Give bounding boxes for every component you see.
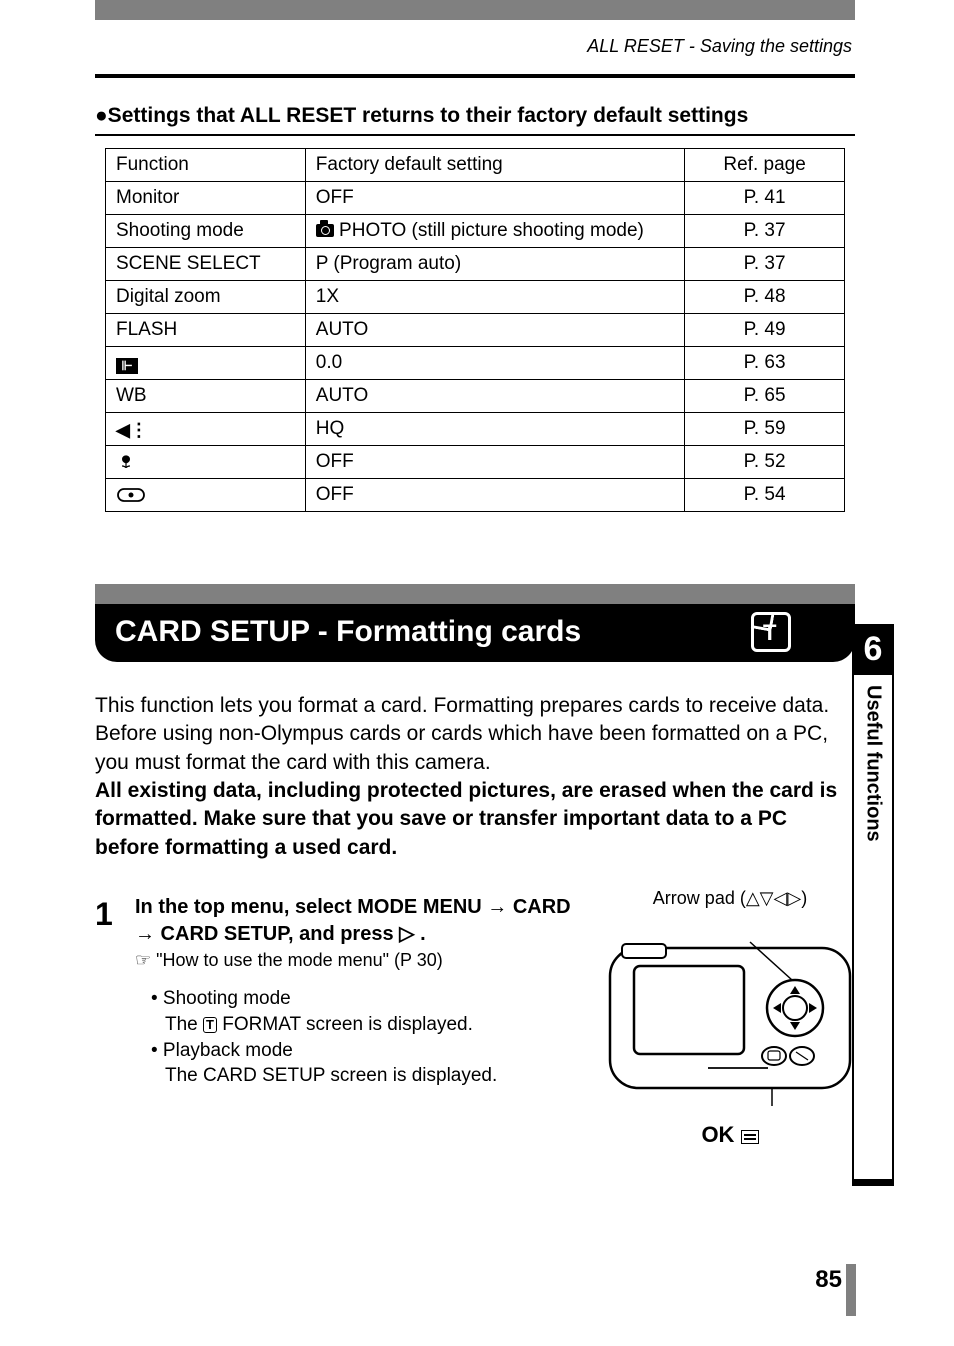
para1: This function lets you format a card. Fo… [95,694,829,774]
section-band: CARD SETUP - Formatting cards [95,584,855,662]
settings-table: Function Factory default setting Ref. pa… [105,148,845,512]
cell-ref: P. 48 [685,281,845,314]
header-rule [95,74,855,78]
body-text: This function lets you format a card. Fo… [95,692,855,862]
settings-title: ●Settings that ALL RESET returns to thei… [95,104,855,128]
table-row: OFFP. 52 [106,446,845,479]
table-header-row: Function Factory default setting Ref. pa… [106,149,845,182]
top-gray-bar [95,0,855,20]
table-row: Shooting mode PHOTO (still picture shoot… [106,215,845,248]
cell-ref: P. 49 [685,314,845,347]
step-ref-text: ☞ "How to use the mode menu" (P 30) [135,950,443,970]
step-reference: ☞ "How to use the mode menu" (P 30) [135,948,575,972]
table-row: WBAUTOP. 65 [106,380,845,413]
table-row: ⊩ 0.0P. 63 [106,347,845,380]
chapter-title: Useful functions [854,675,892,1179]
arrow-pad-label: Arrow pad (△▽◁▷) [590,888,870,909]
cell-ref: P. 37 [685,215,845,248]
th-setting: Factory default setting [305,149,684,182]
running-header: ALL RESET - Saving the settings [587,36,852,57]
th-ref: Ref. page [685,149,845,182]
exposure-icon: ⊩ [116,358,138,374]
cell-function: ◀⋮ [106,413,306,446]
cell-setting: HQ [305,413,684,446]
cell-setting: 0.0 [305,347,684,380]
camera-illustration [600,913,860,1123]
table-row: SCENE SELECTP (Program auto)P. 37 [106,248,845,281]
menu-icon [741,1130,759,1144]
spot-icon [116,484,146,505]
table-row: ◀⋮ HQP. 59 [106,413,845,446]
table-row: MonitorOFFP. 41 [106,182,845,215]
camera-diagram: Arrow pad (△▽◁▷) OK [590,888,870,1148]
table-row: Digital zoom1XP. 48 [106,281,845,314]
cell-function: Digital zoom [106,281,306,314]
format-inline-icon: T [203,1017,217,1033]
cell-function [106,446,306,479]
cell-ref: P. 52 [685,446,845,479]
cell-setting: AUTO [305,380,684,413]
section-title: CARD SETUP - Formatting cards [115,615,581,649]
b1b: FORMAT screen is displayed. [222,1014,473,1035]
cell-setting: P (Program auto) [305,248,684,281]
cell-function: WB [106,380,306,413]
cell-function: Shooting mode [106,215,306,248]
cell-setting: AUTO [305,314,684,347]
cell-ref: P. 41 [685,182,845,215]
cell-ref: P. 65 [685,380,845,413]
cell-setting: PHOTO (still picture shooting mode) [305,215,684,248]
cell-ref: P. 37 [685,248,845,281]
macro-icon [116,451,136,472]
step-instruction: In the top menu, select MODE MENU → CARD… [135,894,575,948]
chapter-tab: 6 Useful functions [852,624,894,1186]
th-function: Function [106,149,306,182]
step-number: 1 [95,896,113,933]
page-bar [846,1264,856,1316]
ok-label: OK [590,1122,870,1148]
title-underline [95,134,855,136]
cell-function: FLASH [106,314,306,347]
cell-setting: OFF [305,479,684,512]
ok-text: OK [701,1122,734,1147]
cell-function [106,479,306,512]
cell-ref: P. 54 [685,479,845,512]
band-gray [95,584,855,604]
camera-icon [316,224,334,237]
b1a: The [165,1014,203,1035]
table-row: OFFP. 54 [106,479,845,512]
cell-function: ⊩ [106,347,306,380]
cell-ref: P. 59 [685,413,845,446]
cell-function: SCENE SELECT [106,248,306,281]
cell-setting: OFF [305,182,684,215]
band-black: CARD SETUP - Formatting cards [95,604,855,662]
cell-setting: OFF [305,446,684,479]
record-icon: ◀⋮ [116,420,148,441]
content-area: ●Settings that ALL RESET returns to thei… [95,104,855,512]
cell-function: Monitor [106,182,306,215]
table-row: FLASHAUTOP. 49 [106,314,845,347]
para2: All existing data, including protected p… [95,779,837,859]
cell-ref: P. 63 [685,347,845,380]
page-number: 85 [815,1266,842,1294]
format-card-icon [751,612,791,652]
cell-setting: 1X [305,281,684,314]
chapter-number: 6 [852,624,894,669]
